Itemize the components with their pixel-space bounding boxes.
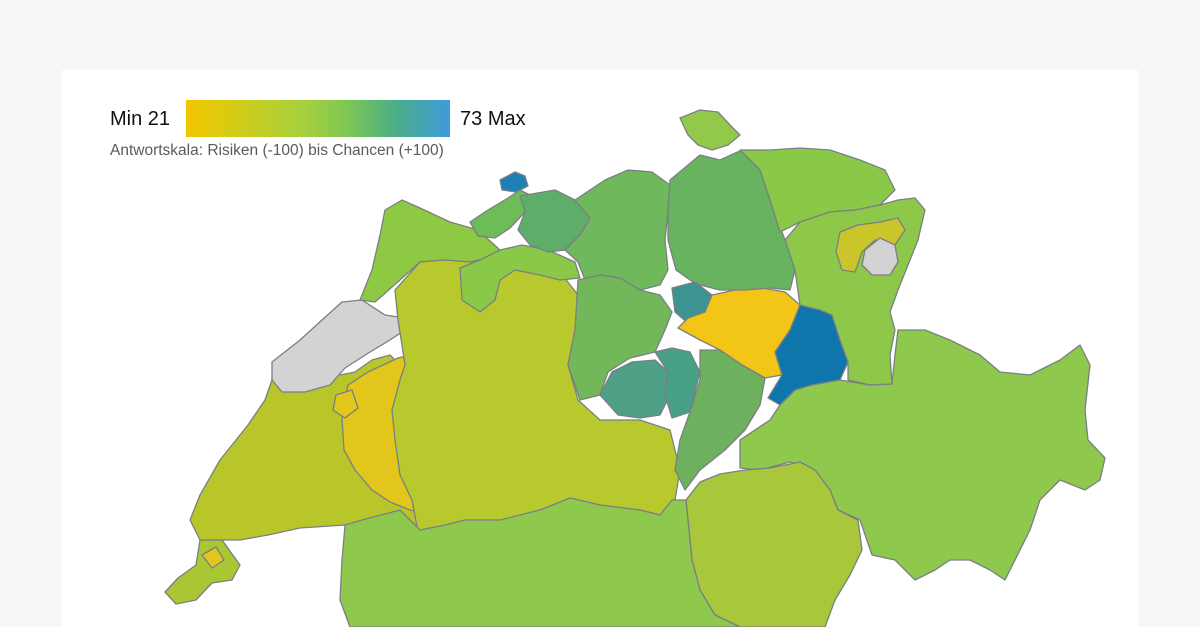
canton-fribourg-enclave[interactable] bbox=[332, 389, 359, 419]
canton-uri[interactable] bbox=[674, 349, 766, 491]
map-legend: Min 21 73 Max Antwortskala: Risiken (-10… bbox=[110, 100, 526, 160]
canton-jura[interactable] bbox=[359, 199, 501, 303]
legend-min-label: Min 21 bbox=[110, 107, 171, 130]
canton-fribourg-enclave[interactable] bbox=[201, 546, 225, 569]
canton-aargau-east[interactable] bbox=[564, 169, 671, 291]
legend-scale: Min 21 73 Max bbox=[110, 100, 526, 137]
canton-solothurn[interactable] bbox=[459, 244, 581, 313]
canton-schaffhausen[interactable] bbox=[679, 109, 741, 151]
canton-zurich[interactable] bbox=[667, 149, 796, 291]
canton-wallis[interactable] bbox=[339, 497, 741, 627]
canton-geneva[interactable] bbox=[164, 539, 241, 605]
canton-neuchatel[interactable] bbox=[271, 299, 406, 393]
legend-max-label: 73 Max bbox=[460, 107, 526, 130]
legend-gradient-bar bbox=[186, 100, 451, 137]
canton-graubuenden[interactable] bbox=[739, 329, 1106, 581]
switzerland-canton-map bbox=[164, 109, 1106, 627]
canton-appenzell-innerrhoden[interactable] bbox=[861, 237, 899, 276]
canton-basel-stadt[interactable] bbox=[499, 171, 529, 193]
legend-caption: Antwortskala: Risiken (-100) bis Chancen… bbox=[110, 142, 444, 159]
map-card: Min 21 73 Max Antwortskala: Risiken (-10… bbox=[62, 70, 1138, 627]
